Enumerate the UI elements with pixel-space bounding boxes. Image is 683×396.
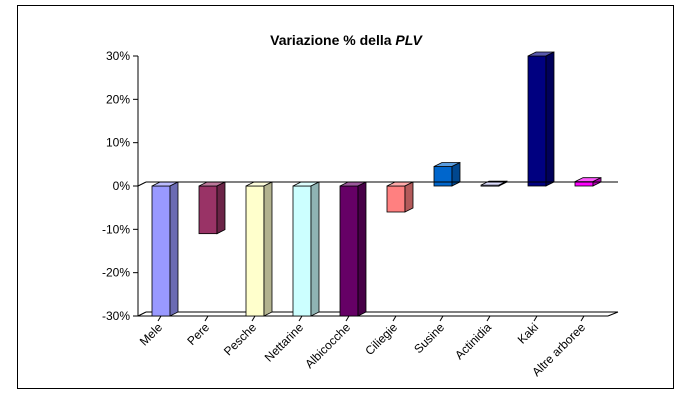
- y-tick-label: -20%: [102, 266, 130, 280]
- x-category-label: Mele: [137, 320, 166, 349]
- x-tick-mark: [157, 315, 162, 322]
- bar: [245, 181, 273, 317]
- x-tick-mark: [204, 315, 209, 322]
- zero-line-edge: [137, 181, 147, 187]
- bar: [339, 181, 367, 317]
- x-category-label: Ciliegie: [362, 320, 400, 358]
- x-tick-mark: [298, 315, 303, 322]
- y-tick-label: 20%: [106, 92, 130, 106]
- x-tick-mark: [486, 315, 491, 322]
- x-tick-mark: [439, 315, 444, 322]
- y-tick-label: 30%: [106, 49, 130, 63]
- x-category-label: Actinidia: [452, 320, 494, 362]
- bar-chart: Variazione % della PLV 30% 20% 10% 0% -10% -2…: [102, 32, 619, 379]
- chart-title: Variazione % della PLV: [270, 32, 423, 48]
- x-tick-mark: [392, 315, 397, 322]
- floor-right-edge: [607, 311, 619, 317]
- x-tick-mark: [533, 315, 538, 322]
- bar: [527, 51, 555, 187]
- y-tick-label: -30%: [102, 309, 130, 323]
- chart-title-main: Variazione % della: [270, 32, 395, 48]
- bar-side: [357, 181, 367, 317]
- bar-side: [545, 51, 555, 187]
- y-axis-ticks: 30% 20% 10% 0% -10% -20% -30%: [102, 49, 138, 323]
- bar-front: [433, 166, 453, 187]
- bar-side: [169, 181, 179, 317]
- x-category-label: Kaki: [515, 320, 541, 346]
- chart-frame: Variazione % della PLV 30% 20% 10% 0% -10% -2…: [17, 5, 674, 389]
- bar-front: [151, 185, 171, 317]
- y-tick-label: 0%: [113, 179, 131, 193]
- x-category-label: Albicocche: [302, 320, 353, 371]
- bars: [137, 51, 618, 317]
- x-category-label: Pere: [184, 320, 212, 348]
- bar-side: [263, 181, 273, 317]
- bar-side: [404, 181, 414, 213]
- y-tick-label: -10%: [102, 222, 130, 236]
- bar-side: [310, 181, 320, 317]
- x-tick-mark: [580, 315, 585, 322]
- floor-left-edge: [137, 311, 147, 317]
- bar-front: [527, 55, 547, 187]
- chart-title-italic: PLV: [395, 32, 423, 48]
- x-tick-mark: [251, 315, 256, 322]
- x-category-label: Pesche: [221, 320, 259, 358]
- bar-front: [245, 185, 265, 317]
- bar-side: [216, 181, 226, 235]
- bar: [292, 181, 320, 317]
- y-tick-label: 10%: [106, 136, 130, 150]
- bar: [151, 181, 179, 317]
- bar-front: [292, 185, 312, 317]
- bar-front: [198, 185, 218, 235]
- bar: [198, 181, 226, 235]
- bar-front: [339, 185, 359, 317]
- bar: [386, 181, 414, 213]
- x-tick-mark: [345, 315, 350, 322]
- bar-front: [386, 185, 406, 213]
- x-category-label: Nettarine: [262, 320, 307, 365]
- x-category-label: Susine: [411, 320, 447, 356]
